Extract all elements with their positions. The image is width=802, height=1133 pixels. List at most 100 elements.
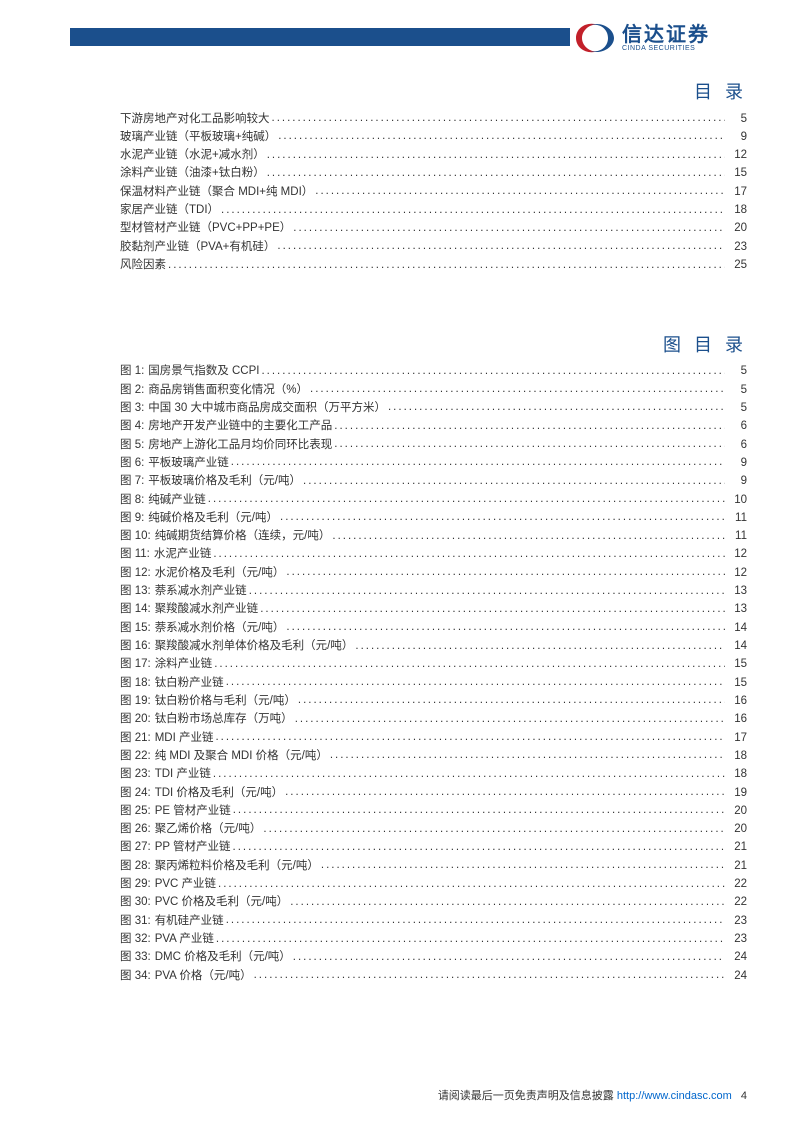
toc-leader bbox=[276, 128, 725, 140]
toc-prefix: 图 10: bbox=[120, 528, 155, 546]
toc-page: 19 bbox=[725, 785, 747, 803]
toc-leader bbox=[231, 839, 725, 851]
toc-page: 5 bbox=[725, 363, 747, 381]
toc-label: 纯碱价格及毛利（元/吨） bbox=[148, 510, 278, 528]
toc-leader bbox=[332, 436, 725, 448]
toc-label: TDI 价格及毛利（元/吨） bbox=[155, 785, 283, 803]
toc-prefix: 图 12: bbox=[120, 565, 155, 583]
toc-label: 聚乙烯价格（元/吨） bbox=[155, 821, 262, 839]
toc-prefix: 图 5: bbox=[120, 437, 148, 455]
toc-label: 萘系减水剂产业链 bbox=[155, 583, 247, 601]
toc-page: 20 bbox=[725, 821, 747, 839]
logo-text: 信达证券 CINDA SECURITIES bbox=[622, 25, 710, 52]
toc-leader bbox=[319, 857, 725, 869]
toc-page: 16 bbox=[725, 693, 747, 711]
toc-leader bbox=[216, 876, 725, 888]
toc-leader bbox=[265, 147, 725, 159]
toc-page: 14 bbox=[725, 620, 747, 638]
toc-page: 13 bbox=[725, 601, 747, 619]
toc-prefix: 图 19: bbox=[120, 693, 155, 711]
toc-row: 下游房地产对化工品影响较大5 bbox=[120, 110, 747, 128]
toc-page: 11 bbox=[725, 510, 747, 528]
toc-leader bbox=[212, 656, 725, 668]
toc-page: 15 bbox=[725, 656, 747, 674]
toc-page: 6 bbox=[725, 437, 747, 455]
toc-prefix: 图 11: bbox=[120, 546, 154, 564]
toc-leader bbox=[261, 821, 725, 833]
figures-list: 图 1: 国房景气指数及 CCPI5图 2: 商品房销售面积变化情况（%）5图 … bbox=[120, 363, 747, 986]
toc-label: 平板玻璃产业链 bbox=[148, 455, 229, 473]
toc-label: PVA 产业链 bbox=[155, 931, 214, 949]
toc-prefix: 图 8: bbox=[120, 492, 148, 510]
toc-prefix: 图 34: bbox=[120, 968, 155, 986]
toc-page: 18 bbox=[725, 748, 747, 766]
toc-leader bbox=[231, 802, 725, 814]
toc-row: 图 26: 聚乙烯价格（元/吨）20 bbox=[120, 821, 747, 839]
content-area: 目 录 下游房地产对化工品影响较大5玻璃产业链（平板玻璃+纯碱）9水泥产业链（水… bbox=[120, 78, 747, 985]
toc-label: MDI 产业链 bbox=[155, 730, 214, 748]
toc-row: 图 4: 房地产开发产业链中的主要化工产品6 bbox=[120, 418, 747, 436]
toc-leader bbox=[224, 912, 725, 924]
toc-leader bbox=[308, 381, 725, 393]
toc-row: 玻璃产业链（平板玻璃+纯碱） 9 bbox=[120, 128, 747, 146]
toc-label: 房地产开发产业链中的主要化工产品 bbox=[148, 418, 332, 436]
toc-row: 图 2: 商品房销售面积变化情况（%）5 bbox=[120, 381, 747, 399]
toc-row: 图 30: PVC 价格及毛利（元/吨）22 bbox=[120, 894, 747, 912]
toc-label: 纯 MDI 及聚合 MDI 价格（元/吨） bbox=[155, 748, 328, 766]
footer-link[interactable]: http://www.cindasc.com bbox=[617, 1090, 732, 1102]
toc-page: 12 bbox=[725, 147, 747, 165]
toc-prefix: 图 30: bbox=[120, 894, 155, 912]
toc-page: 9 bbox=[725, 129, 747, 147]
toc-page: 16 bbox=[725, 711, 747, 729]
toc-row: 水泥产业链（水泥+减水剂）12 bbox=[120, 147, 747, 165]
toc-row: 保温材料产业链（聚合 MDI+纯 MDI）17 bbox=[120, 183, 747, 201]
toc-label: 纯碱产业链 bbox=[148, 492, 206, 510]
toc-prefix: 图 3: bbox=[120, 400, 148, 418]
toc-row: 图 8: 纯碱产业链10 bbox=[120, 491, 747, 509]
toc-leader bbox=[214, 931, 725, 943]
toc-prefix: 图 15: bbox=[120, 620, 155, 638]
toc-row: 胶黏剂产业链（PVA+有机硅）23 bbox=[120, 238, 747, 256]
toc-page: 11 bbox=[725, 528, 747, 546]
toc-row: 图 15: 萘系减水剂价格（元/吨）14 bbox=[120, 619, 747, 637]
toc-leader bbox=[291, 220, 725, 232]
toc-label: 水泥价格及毛利（元/吨） bbox=[155, 565, 285, 583]
toc-leader bbox=[328, 747, 725, 759]
toc-page: 23 bbox=[725, 239, 747, 257]
footer: 请阅读最后一页免责声明及信息披露 http://www.cindasc.com … bbox=[438, 1087, 747, 1103]
toc-label: PP 管材产业链 bbox=[155, 839, 231, 857]
toc-leader bbox=[386, 399, 725, 411]
toc-row: 图 25: PE 管材产业链20 bbox=[120, 802, 747, 820]
toc-leader bbox=[247, 583, 725, 595]
toc-leader bbox=[296, 692, 725, 704]
toc-label: 涂料产业链（油漆+钛白粉） bbox=[120, 165, 265, 183]
logo-en: CINDA SECURITIES bbox=[622, 45, 710, 52]
logo: 信达证券 CINDA SECURITIES bbox=[572, 18, 752, 58]
toc-label: 有机硅产业链 bbox=[155, 913, 224, 931]
spacer bbox=[120, 275, 747, 331]
header-bar bbox=[70, 28, 570, 46]
toc-leader bbox=[166, 257, 725, 269]
toc-leader bbox=[301, 473, 725, 485]
toc-title: 目 录 bbox=[120, 78, 747, 104]
toc-label: 涂料产业链 bbox=[155, 656, 213, 674]
toc-row: 图 27: PP 管材产业链21 bbox=[120, 839, 747, 857]
toc-prefix: 图 32: bbox=[120, 931, 155, 949]
toc-prefix: 图 31: bbox=[120, 913, 155, 931]
toc-row: 型材管材产业链（PVC+PP+PE）20 bbox=[120, 220, 747, 238]
toc-label: TDI 产业链 bbox=[155, 766, 211, 784]
toc-label: DMC 价格及毛利（元/吨） bbox=[155, 949, 291, 967]
toc-label: 玻璃产业链（平板玻璃+纯碱） bbox=[120, 129, 276, 147]
toc-row: 图 3: 中国 30 大中城市商品房成交面积（万平方米）5 bbox=[120, 399, 747, 417]
toc-leader bbox=[229, 454, 725, 466]
toc-leader bbox=[213, 729, 725, 741]
toc-row: 图 1: 国房景气指数及 CCPI5 bbox=[120, 363, 747, 381]
toc-page: 14 bbox=[725, 638, 747, 656]
toc-label: 聚丙烯粒料价格及毛利（元/吨） bbox=[155, 858, 319, 876]
toc-leader bbox=[291, 949, 725, 961]
toc-row: 图 22: 纯 MDI 及聚合 MDI 价格（元/吨）18 bbox=[120, 747, 747, 765]
toc-page: 25 bbox=[725, 257, 747, 275]
toc-page: 9 bbox=[725, 473, 747, 491]
toc-row: 图 7: 平板玻璃价格及毛利（元/吨）9 bbox=[120, 473, 747, 491]
toc-label: 水泥产业链 bbox=[154, 546, 212, 564]
